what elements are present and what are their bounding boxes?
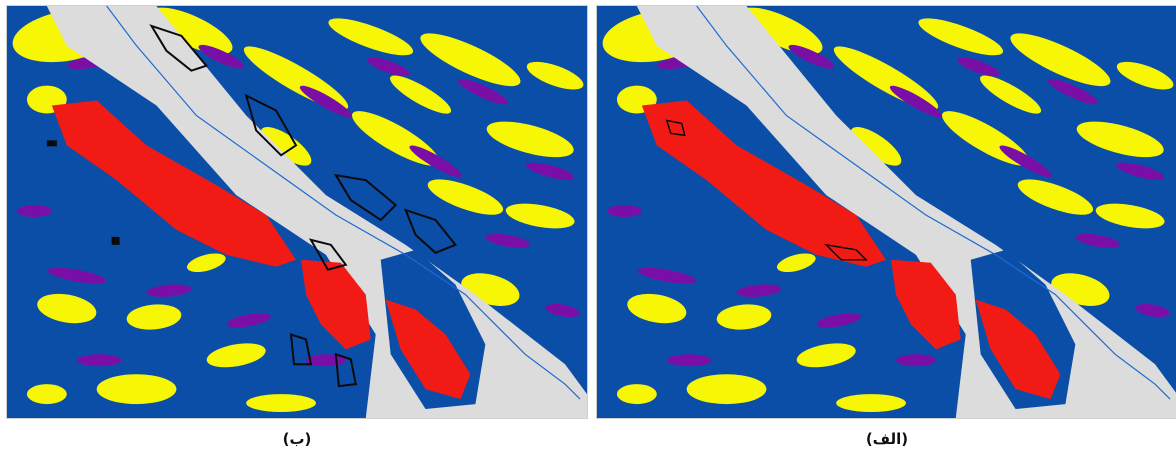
yellow-class-patch [796, 343, 856, 368]
purple-class-patch [788, 44, 834, 69]
yellow-class-patch [616, 384, 657, 405]
purple-class-patch [457, 78, 508, 105]
yellow-class-patch [716, 304, 772, 330]
yellow-class-patch [486, 121, 574, 158]
map-a-svg [597, 6, 1176, 418]
red-class-patch-lower [385, 299, 471, 400]
yellow-class-patch [850, 126, 902, 166]
purple-class-patch [1047, 78, 1098, 105]
purple-class-patch [299, 85, 352, 118]
purple-class-patch [895, 354, 936, 367]
yellow-class-patch [420, 33, 521, 87]
purple-class-patch [889, 85, 942, 118]
black-class-pixel [111, 236, 120, 245]
black-class-outline [824, 243, 868, 261]
purple-class-patch [367, 57, 410, 77]
yellow-class-patch [246, 394, 316, 413]
purple-class-patch [198, 44, 244, 69]
black-class-outline [289, 332, 313, 366]
purple-class-patch [957, 57, 1000, 77]
purple-class-patch [1135, 303, 1170, 318]
purple-class-patch [816, 313, 861, 328]
purple-class-patch [1116, 162, 1165, 180]
purple-class-patch [999, 145, 1052, 178]
yellow-class-patch [427, 179, 504, 215]
purple-class-patch [409, 145, 462, 178]
yellow-class-patch [776, 253, 816, 273]
yellow-class-patch [1017, 179, 1094, 215]
yellow-class-patch [37, 293, 97, 324]
river-line [106, 6, 581, 400]
red-class-patch-upper [641, 100, 887, 267]
purple-class-patch [526, 162, 575, 180]
black-class-outline [244, 93, 298, 157]
red-class-patch-upper [51, 100, 297, 267]
purple-class-patch [146, 284, 192, 297]
red-class-patch-middle [890, 259, 961, 350]
map-panel-b [6, 5, 588, 419]
purple-class-patch [47, 267, 107, 284]
yellow-class-patch [526, 61, 584, 90]
black-class-outline [403, 208, 458, 254]
yellow-class-patch [26, 384, 67, 405]
purple-class-patch [76, 354, 122, 367]
yellow-class-patch [390, 75, 452, 114]
yellow-class-patch [186, 253, 226, 273]
yellow-class-patch [1076, 121, 1164, 158]
river-line [696, 6, 1171, 400]
purple-class-patch [226, 313, 271, 328]
red-class-patch-middle [300, 259, 371, 350]
purple-class-patch [485, 233, 530, 248]
yellow-class-patch [1116, 61, 1174, 90]
yellow-class-patch [260, 126, 312, 166]
black-class-pixel [46, 140, 57, 147]
purple-class-patch [16, 205, 52, 217]
map-panel-a [596, 5, 1176, 419]
purple-class-patch [1075, 233, 1120, 248]
purple-class-patch [637, 267, 697, 284]
yellow-class-patch [918, 18, 1004, 56]
purple-class-patch [606, 205, 642, 217]
yellow-class-patch [206, 343, 266, 368]
black-class-outline [149, 24, 209, 72]
yellow-class-patch [1010, 33, 1111, 87]
yellow-class-patch [686, 374, 767, 405]
purple-class-patch [736, 284, 782, 297]
yellow-class-patch [836, 394, 906, 413]
yellow-class-patch [1095, 203, 1165, 229]
black-class-outline [308, 238, 348, 271]
yellow-class-patch [740, 7, 823, 55]
yellow-class-patch [505, 203, 575, 229]
red-class-patch-lower [975, 299, 1061, 400]
caption-b: (ب) [282, 430, 312, 448]
yellow-class-patch [627, 293, 687, 324]
yellow-class-patch [96, 374, 177, 405]
yellow-class-patch [126, 304, 182, 330]
black-class-outline [665, 119, 686, 137]
purple-class-patch [545, 303, 580, 318]
purple-class-patch [666, 354, 712, 367]
yellow-class-patch [980, 75, 1042, 114]
caption-a: (الف) [865, 430, 909, 448]
black-class-outline [334, 352, 357, 388]
yellow-class-patch [150, 7, 233, 55]
black-class-outline [333, 173, 398, 222]
yellow-class-patch [328, 18, 414, 56]
map-b-svg [7, 6, 587, 418]
